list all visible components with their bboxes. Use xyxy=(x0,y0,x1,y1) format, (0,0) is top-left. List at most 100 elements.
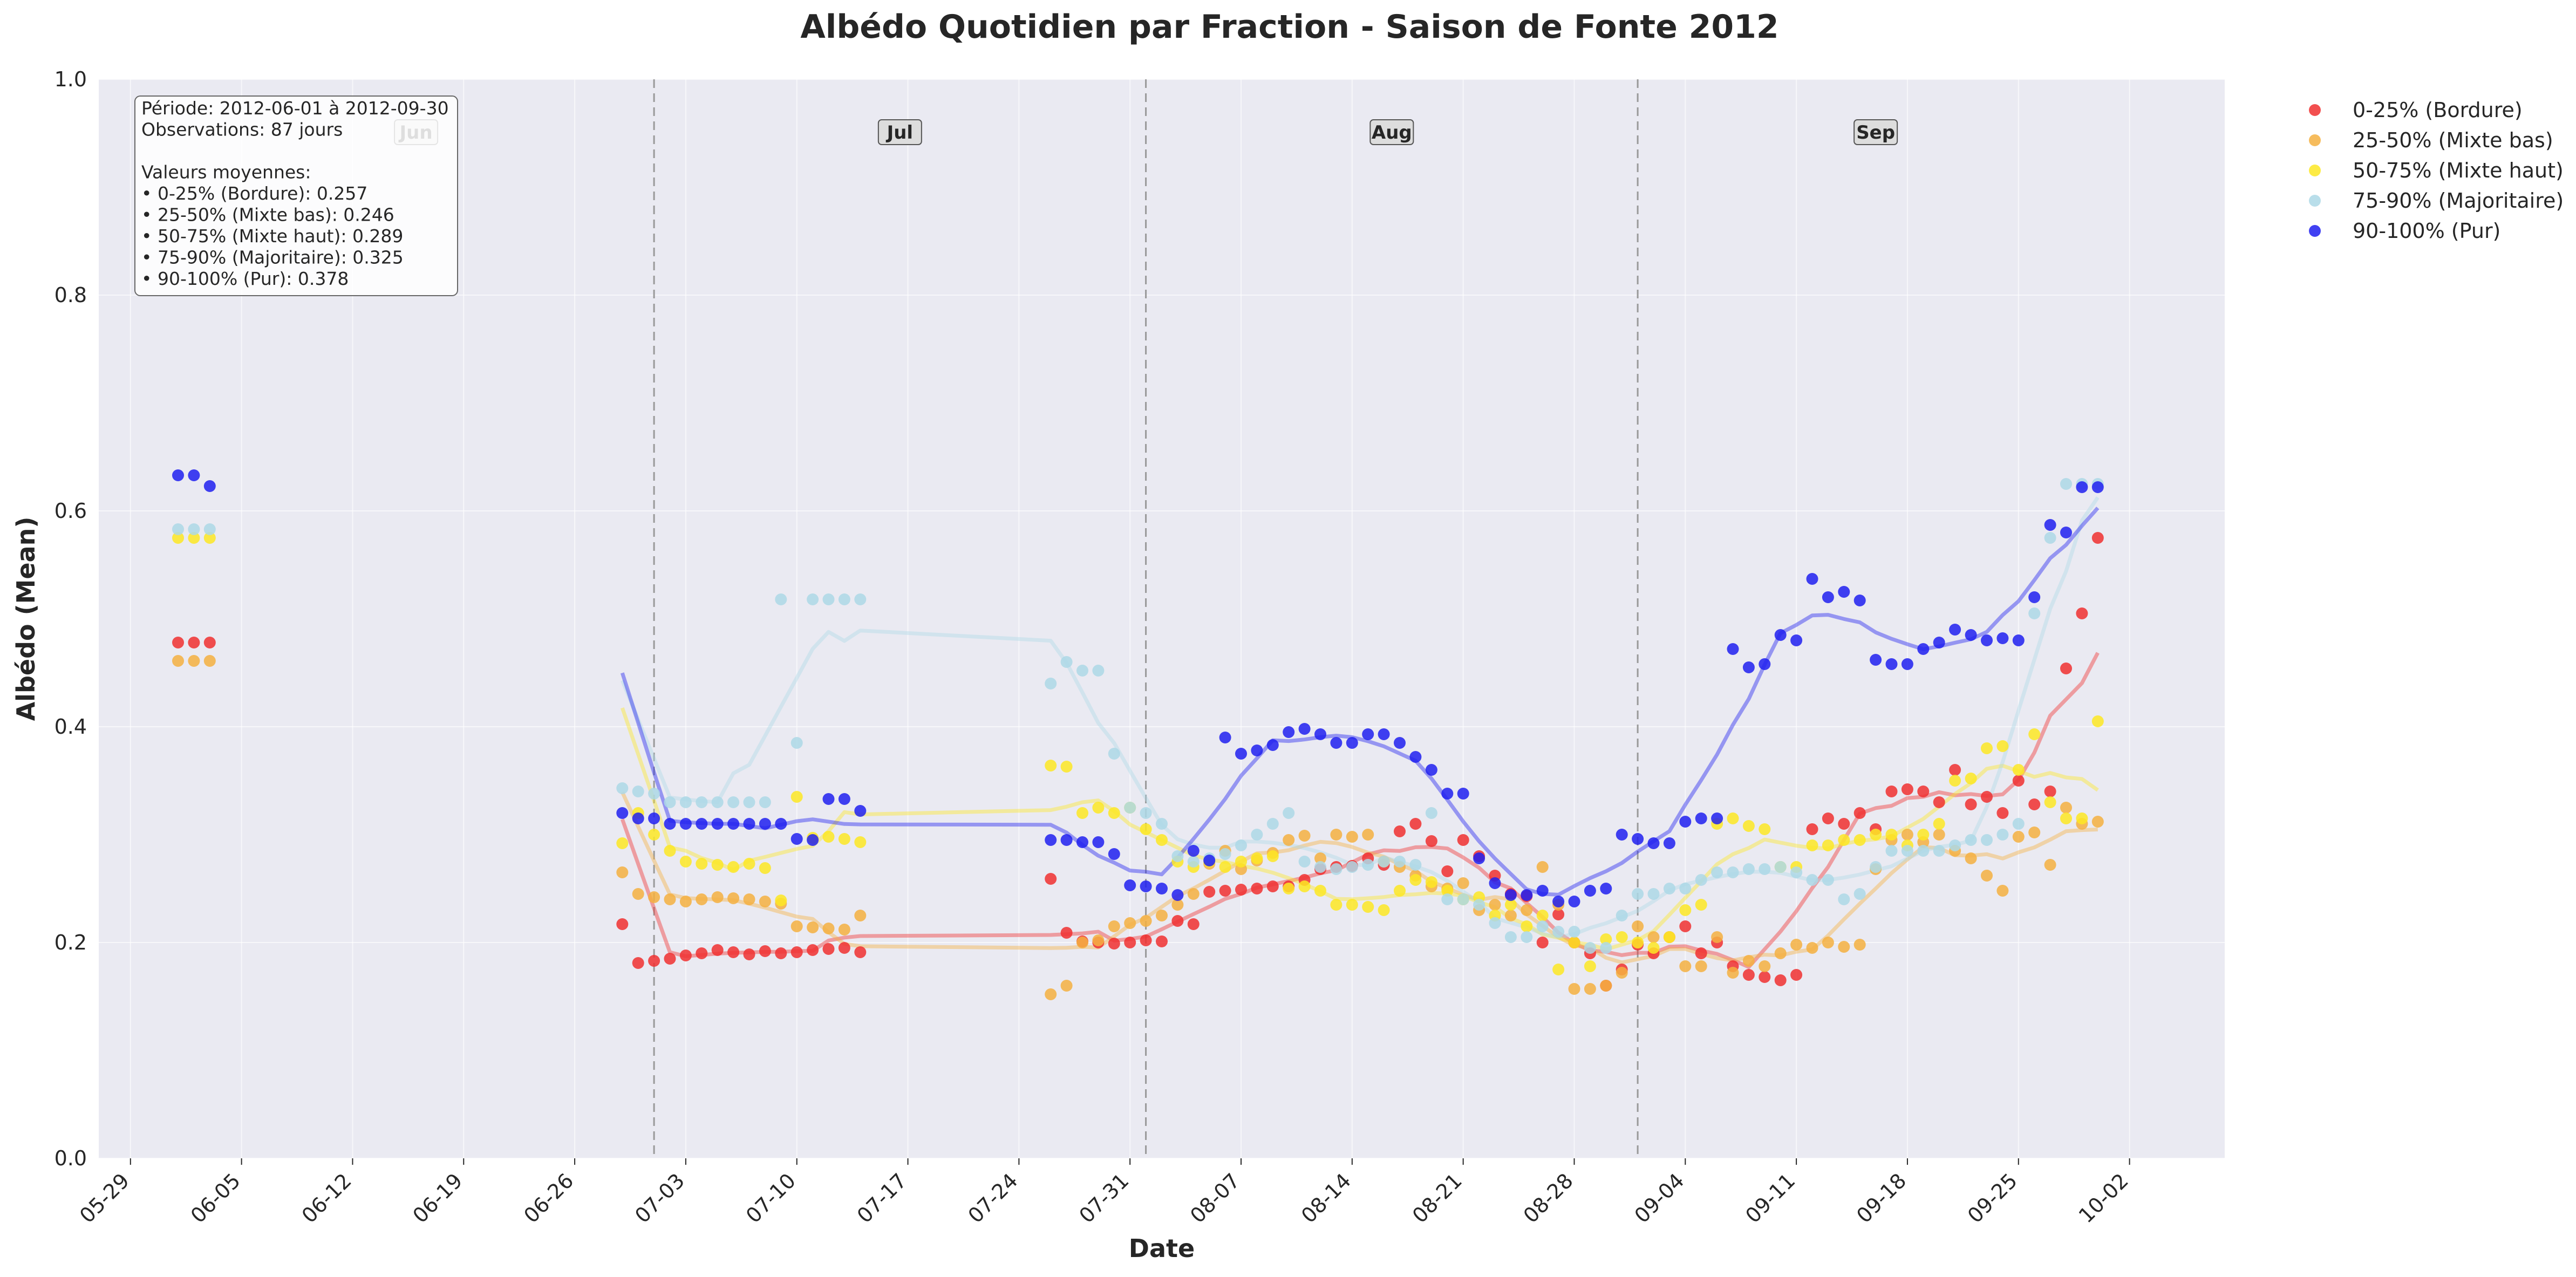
data-point xyxy=(1536,937,1549,948)
data-point xyxy=(1235,884,1247,896)
data-point xyxy=(1219,732,1231,743)
legend: 0-25% (Bordure) 25-50% (Mixte bas) 50-75% … xyxy=(2309,98,2564,243)
data-point xyxy=(1045,760,1057,771)
data-point xyxy=(1568,926,1580,938)
data-point xyxy=(838,942,850,954)
data-point xyxy=(2044,859,2056,871)
data-point xyxy=(1568,983,1580,995)
month-label-text: Aug xyxy=(1372,122,1412,144)
data-point xyxy=(1647,888,1660,900)
data-point xyxy=(1853,888,1866,900)
data-point xyxy=(1457,893,1469,905)
data-point xyxy=(1965,629,1977,641)
data-point xyxy=(1298,880,1311,892)
data-point xyxy=(759,818,771,830)
data-point xyxy=(1965,798,1977,810)
data-point xyxy=(1853,595,1866,606)
data-point xyxy=(1283,726,1295,738)
y-tick-label: 0.4 xyxy=(54,715,87,739)
data-point xyxy=(1965,852,1977,864)
data-point xyxy=(648,829,660,841)
data-point xyxy=(727,946,740,958)
data-point xyxy=(1965,773,1977,784)
data-point xyxy=(727,796,740,808)
data-point xyxy=(1711,931,1723,943)
data-point xyxy=(1092,802,1105,814)
data-point xyxy=(616,782,629,794)
data-point xyxy=(1092,836,1105,848)
month-label-text: Jul xyxy=(886,122,914,144)
legend-label: 75-90% (Majoritaire) xyxy=(2353,189,2564,213)
series-points xyxy=(172,478,2104,954)
data-point xyxy=(1742,969,1755,981)
data-point xyxy=(2012,831,2025,843)
data-point xyxy=(1045,834,1057,846)
data-point xyxy=(1314,728,1326,740)
data-point xyxy=(1124,937,1136,948)
data-point xyxy=(648,788,660,800)
info-box-line: Période: 2012-06-01 à 2012-09-30 xyxy=(141,98,449,119)
data-point xyxy=(1870,829,1882,841)
data-point xyxy=(1314,852,1326,864)
data-point xyxy=(664,796,676,808)
data-point xyxy=(1663,883,1675,894)
data-point xyxy=(838,924,850,935)
data-point xyxy=(1679,883,1692,894)
data-point xyxy=(1076,836,1088,848)
data-point xyxy=(1108,807,1120,819)
data-point xyxy=(648,891,660,903)
data-point xyxy=(2044,796,2056,808)
data-point xyxy=(679,856,692,868)
data-point xyxy=(1425,764,1437,776)
data-point xyxy=(1266,880,1279,892)
month-label: Jul xyxy=(877,119,922,145)
data-point xyxy=(1901,845,1913,857)
data-point xyxy=(616,807,629,819)
data-point xyxy=(1171,889,1184,901)
data-point xyxy=(759,945,771,957)
data-point xyxy=(1283,883,1295,894)
data-point xyxy=(1521,904,1533,916)
data-point xyxy=(1330,737,1342,749)
data-point xyxy=(1171,850,1184,862)
data-point xyxy=(1742,820,1755,832)
data-point xyxy=(1552,926,1565,938)
data-point xyxy=(1742,661,1755,673)
data-point xyxy=(1045,678,1057,689)
data-point xyxy=(1108,748,1120,760)
data-point xyxy=(1838,586,1850,598)
data-point xyxy=(1759,863,1771,875)
data-point xyxy=(1616,931,1628,943)
data-point xyxy=(632,957,644,969)
data-point xyxy=(1346,831,1358,843)
data-point xyxy=(1504,889,1517,901)
data-point xyxy=(854,593,867,605)
data-point xyxy=(1060,980,1073,992)
data-point xyxy=(1695,947,1707,959)
data-point xyxy=(2012,764,2025,776)
data-point xyxy=(1584,885,1596,897)
y-tick-label: 0.0 xyxy=(54,1146,87,1170)
data-point xyxy=(1885,829,1898,841)
data-point xyxy=(203,655,216,667)
data-point xyxy=(1092,934,1105,946)
data-point xyxy=(743,796,755,808)
data-point xyxy=(711,796,724,808)
legend-label: 0-25% (Bordure) xyxy=(2353,98,2523,122)
data-point xyxy=(1600,980,1612,992)
data-point xyxy=(790,920,803,932)
data-point xyxy=(1219,848,1231,860)
x-axis-label: Date xyxy=(1129,1234,1195,1263)
info-box-line: • 0-25% (Bordure): 0.257 xyxy=(141,183,367,204)
data-point xyxy=(1251,745,1263,756)
data-point xyxy=(1362,859,1374,871)
data-point xyxy=(664,953,676,965)
data-point xyxy=(2028,728,2041,740)
data-point xyxy=(807,921,819,933)
data-point xyxy=(664,893,676,905)
data-point xyxy=(1124,879,1136,891)
data-point xyxy=(1679,960,1692,972)
data-point xyxy=(203,523,216,535)
month-label: Sep xyxy=(1853,119,1898,145)
data-point xyxy=(1917,829,1930,841)
